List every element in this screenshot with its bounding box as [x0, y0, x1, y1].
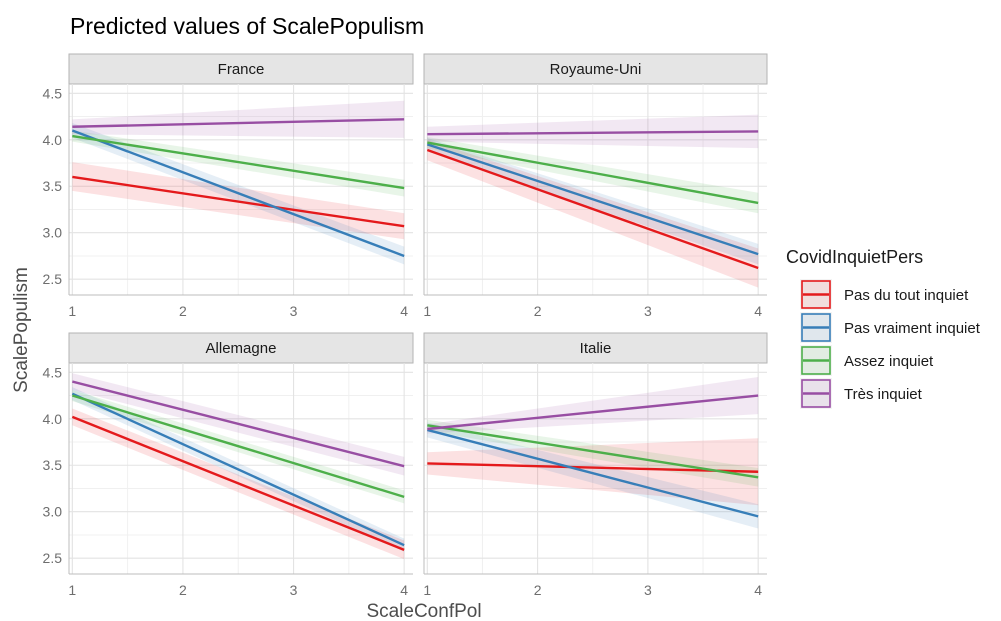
confidence-band-assez-inquiet — [427, 136, 759, 214]
panel-allemagne: Allemagne 2.5 3.0 3.5 4.0 4.5 1 2 3 4 — [43, 332, 414, 598]
confidence-band-pas-du-tout-inquiet — [427, 438, 759, 506]
legend-entry: Très inquiet — [800, 378, 923, 409]
facet-strip — [423, 332, 768, 364]
series-line-tres-inquiet — [72, 380, 405, 468]
series-line-assez-inquiet — [71, 394, 405, 498]
series-line-pas-vraiment-inquiet — [427, 428, 759, 518]
facet-strip-label: Italie — [580, 340, 612, 357]
panel-italie: Italie 1 2 3 4 — [423, 332, 768, 598]
x-tick-label: 2 — [534, 582, 542, 598]
y-tick-label: 2.5 — [43, 550, 63, 566]
confidence-band-tres-inquiet — [427, 114, 759, 149]
x-tick-label: 3 — [290, 303, 298, 319]
legend-entry: Pas vraiment inquiet — [800, 312, 981, 343]
x-tick-label: 1 — [423, 582, 431, 598]
chart-title: Predicted values of ScalePopulism — [70, 13, 424, 39]
x-tick-label: 4 — [400, 582, 408, 598]
x-tick-label: 3 — [290, 582, 298, 598]
facet-strip — [68, 332, 414, 364]
x-tick-label: 2 — [534, 303, 542, 319]
series-line-pas-du-tout-inquiet — [426, 148, 759, 270]
series-line-pas-vraiment-inquiet — [71, 392, 405, 547]
y-tick-label: 2.5 — [43, 271, 63, 287]
y-tick-label: 3.0 — [43, 504, 63, 520]
confidence-band-pas-vraiment-inquiet — [427, 137, 759, 265]
legend-entry: Assez inquiet — [800, 345, 934, 376]
y-axis-title: ScalePopulism — [11, 267, 32, 393]
facet-strip-label: Royaume-Uni — [550, 61, 642, 78]
y-tick-label: 4.5 — [43, 364, 63, 380]
facet-panels: France 2.5 3.0 3.5 4.0 4.5 1 2 3 4 Royaume-Uni 1 2 3 4… — [43, 53, 768, 598]
x-tick-label: 4 — [400, 303, 408, 319]
series-line-pas-du-tout-inquiet — [427, 462, 759, 473]
x-tick-label: 4 — [754, 582, 762, 598]
legend-label: Très inquiet — [844, 386, 923, 403]
x-tick-label: 2 — [179, 582, 187, 598]
y-tick-label: 3.0 — [43, 225, 63, 241]
series-line-assez-inquiet — [427, 424, 759, 479]
x-tick-label: 1 — [68, 303, 76, 319]
series-line-pas-vraiment-inquiet — [426, 143, 759, 256]
legend-label: Pas du tout inquiet — [844, 287, 969, 304]
x-tick-label: 1 — [68, 582, 76, 598]
x-tick-label: 2 — [179, 303, 187, 319]
legend-label: Assez inquiet — [844, 353, 934, 370]
series-line-tres-inquiet — [72, 118, 405, 128]
facet-strip-label: Allemagne — [206, 340, 277, 357]
facet-strip-label: France — [218, 61, 265, 78]
y-tick-label: 3.5 — [43, 457, 63, 473]
y-tick-label: 4.5 — [43, 85, 63, 101]
series-line-tres-inquiet — [427, 394, 759, 431]
x-axis-title: ScaleConfPol — [366, 601, 481, 621]
confidence-band-tres-inquiet — [72, 100, 405, 138]
series-line-pas-du-tout-inquiet — [71, 415, 405, 551]
series-line-assez-inquiet — [427, 141, 759, 205]
x-tick-label: 3 — [644, 582, 652, 598]
x-tick-label: 3 — [644, 303, 652, 319]
panel-royaume-uni: Royaume-Uni 1 2 3 4 — [423, 53, 768, 319]
confidence-band-assez-inquiet — [72, 130, 405, 197]
y-tick-label: 4.0 — [43, 411, 63, 427]
legend-entry: Pas du tout inquiet — [800, 279, 969, 310]
legend-title: CovidInquietPers — [786, 247, 923, 267]
legend: CovidInquietPers Pas du tout inquiet Pas … — [786, 247, 981, 409]
y-tick-label: 4.0 — [43, 132, 63, 148]
series-line-assez-inquiet — [72, 134, 405, 190]
series-line-pas-vraiment-inquiet — [71, 129, 405, 258]
panel-france: France 2.5 3.0 3.5 4.0 4.5 1 2 3 4 — [43, 53, 414, 319]
series-line-tres-inquiet — [427, 130, 759, 136]
legend-label: Pas vraiment inquiet — [844, 320, 981, 337]
series-line-pas-du-tout-inquiet — [72, 175, 405, 228]
x-tick-label: 1 — [423, 303, 431, 319]
confidence-band-pas-du-tout-inquiet — [427, 139, 759, 288]
y-tick-label: 3.5 — [43, 178, 63, 194]
x-tick-label: 4 — [754, 303, 762, 319]
facet-strip — [68, 53, 414, 85]
facet-strip — [423, 53, 768, 85]
confidence-band-pas-vraiment-inquiet — [427, 422, 759, 529]
